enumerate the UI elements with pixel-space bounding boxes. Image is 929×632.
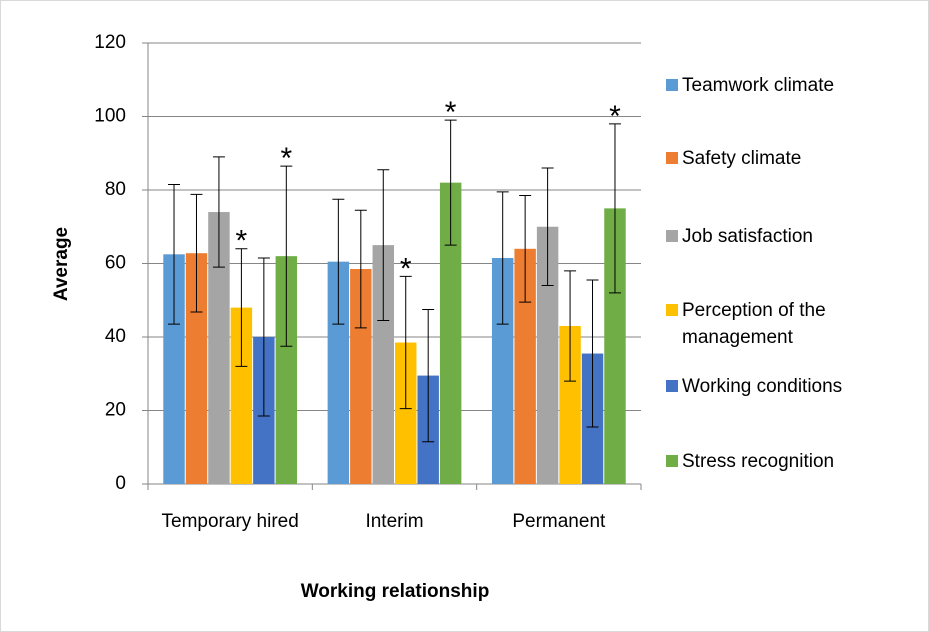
legend-swatch [666,230,678,242]
x-tick-label: Temporary hired [161,511,299,532]
bar [185,253,208,484]
y-tick-label: 120 [94,32,126,53]
x-axis-label: Working relationship [301,581,490,602]
legend-label: Perception of the management [682,300,826,348]
x-tick-label: Permanent [512,511,606,532]
error-bar [541,167,554,287]
bar [327,261,350,484]
error-bar [564,270,577,382]
legend-item: Safety climate [666,145,929,172]
error-bar [377,169,390,321]
bar [491,257,514,484]
legend-swatch [666,304,678,316]
error-bar [257,257,270,417]
error-bar [332,198,345,325]
significance-marker: * [609,100,621,133]
legend-label: Job satisfaction [682,226,813,247]
error-bar [190,193,203,313]
legend-swatch [666,152,678,164]
error-bar [444,119,457,246]
legend-item: Stress recognition [666,448,929,475]
bar [230,307,253,484]
error-bar [496,191,509,325]
bar [514,248,536,484]
y-axis-label: Average [51,227,72,301]
bar [559,325,581,484]
error-bar [235,248,248,367]
legend-swatch [666,455,678,467]
x-tick-label: Interim [365,511,424,532]
legend-label: Teamwork climate [682,75,835,96]
legend-swatch [666,79,678,91]
bar [208,212,230,485]
significance-marker: * [236,225,248,258]
significance-marker: * [400,252,412,285]
y-tick-label: 20 [105,400,126,421]
significance-marker: * [445,96,457,129]
error-bar [280,165,293,347]
bar [163,254,185,484]
legend-item: Working conditions [666,373,929,400]
y-tick-label: 80 [105,179,126,200]
bar [372,245,394,484]
y-tick-label: 0 [115,473,126,494]
bar [350,269,372,484]
bar [275,256,298,484]
legend-label: Safety climate [682,148,802,169]
error-bar [168,183,181,325]
error-bar [422,308,435,443]
error-bar [608,123,621,294]
legend-item: Teamwork climate [666,72,929,99]
legend-label: Working conditions [682,376,843,397]
error-bar [519,195,532,303]
error-bar [399,275,412,410]
bar [395,342,417,484]
bar [604,208,626,484]
y-tick-label: 100 [94,106,126,127]
error-bar [212,156,225,268]
legend-item: Job satisfaction [666,223,929,250]
y-tick-label: 40 [105,326,126,347]
legend-item: Perception of the management [666,297,882,351]
bar [439,182,462,484]
bar [536,226,559,484]
y-tick-label: 60 [105,253,126,274]
error-bar [586,279,599,428]
legend-swatch [666,380,678,392]
legend-label: Stress recognition [682,451,835,472]
significance-marker: * [280,142,292,175]
error-bar [354,209,367,329]
